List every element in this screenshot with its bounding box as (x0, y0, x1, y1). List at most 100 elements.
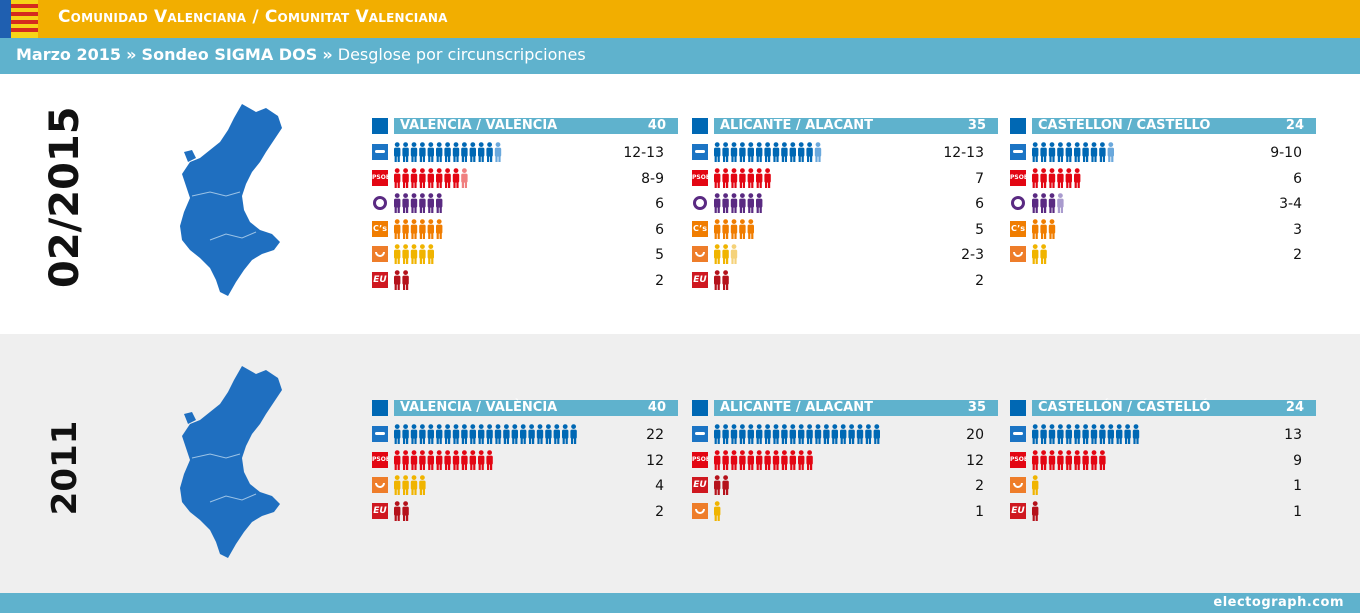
seat-icon (798, 424, 805, 444)
seat-icon (781, 449, 788, 470)
district-name: CASTELLÓN / CASTELLÓ (1038, 400, 1211, 415)
seat-count: 1 (975, 503, 984, 520)
district-panel: VALENCIA / VALÈNCIA 40 12-13 PSOE 8-9 6 C’s 6 5 E… (372, 118, 678, 293)
seat-icon (756, 449, 763, 470)
party-row-pp: 12-13 (372, 140, 678, 166)
seat-icon (536, 424, 544, 444)
seat-icon (798, 449, 805, 470)
seat-count: 7 (975, 170, 984, 187)
seat-icon (756, 167, 763, 188)
seat-icon (823, 424, 830, 444)
seat-icons (714, 449, 813, 470)
seat-icon (1124, 424, 1131, 444)
party-row-psoe: PSOE 6 (1010, 166, 1316, 192)
seat-icon (469, 424, 476, 444)
seat-icon (410, 449, 418, 470)
district-panel: CASTELLÓN / CASTELLÓ 24 9-10 PSOE 6 3-4 C’s 3 2 (1010, 118, 1316, 268)
district-title-bar: CASTELLÓN / CASTELLÓ 24 (1032, 400, 1316, 416)
compromis-logo-icon (1010, 477, 1026, 493)
seat-icon (461, 449, 468, 470)
pp-logo-icon (692, 426, 708, 442)
party-row-compromis: 4 (372, 473, 678, 499)
seat-icon (1040, 218, 1047, 239)
seat-icon (461, 142, 468, 162)
seat-icon (714, 142, 721, 162)
seat-icon (789, 142, 796, 162)
seat-icon (570, 424, 577, 444)
seat-icon (1032, 449, 1039, 470)
seat-icon (419, 142, 426, 162)
seat-icon (1065, 424, 1072, 444)
seat-icon (436, 218, 443, 239)
region-map-icon (180, 104, 282, 296)
seat-icon (772, 449, 780, 470)
party-row-psoe: PSOE 8-9 (372, 166, 678, 192)
seat-icon (1057, 424, 1064, 444)
seat-icon (756, 142, 763, 162)
compromis-logo-icon (692, 246, 708, 262)
party-row-eu: EU 2 (692, 473, 998, 499)
seat-icon (402, 424, 409, 444)
seat-icon (410, 218, 418, 239)
seat-icon (1065, 167, 1072, 188)
seat-icon (503, 424, 510, 444)
seat-icon (427, 193, 434, 213)
seat-icon (848, 424, 855, 444)
seat-icon (722, 244, 729, 264)
pp-logo-icon (372, 144, 388, 160)
seat-count: 6 (975, 196, 984, 212)
seat-icon (1090, 424, 1098, 444)
compromis-logo-icon (372, 246, 388, 262)
seat-icon (1032, 218, 1039, 239)
seat-icon (1074, 167, 1081, 188)
party-row-cs: C’s 3 (1010, 217, 1316, 243)
seat-icon (444, 449, 451, 470)
seat-icon (714, 218, 721, 239)
district-name: ALICANTE / ALACANT (720, 400, 873, 415)
ciudadanos-logo-icon: C’s (1010, 220, 1026, 237)
seat-icon (1074, 424, 1081, 444)
seat-icon (865, 424, 872, 444)
seat-icon (436, 167, 443, 188)
seat-icon (1040, 424, 1047, 444)
seat-count: 2 (655, 503, 664, 520)
seat-icon (789, 449, 796, 470)
seat-icon (478, 142, 485, 162)
seat-icon (1032, 193, 1039, 213)
district-seats: 35 (967, 118, 986, 133)
ciudadanos-logo-icon: C’s (372, 220, 388, 237)
party-row-psoe: PSOE 7 (692, 166, 998, 192)
party-row-psoe: PSOE 9 (1010, 448, 1316, 474)
seat-count: 2 (655, 272, 664, 289)
seat-count: 5 (975, 221, 984, 238)
party-row-psoe: PSOE 12 (372, 448, 678, 474)
seat-icon (394, 475, 401, 495)
seat-icon (1048, 193, 1056, 213)
seat-icon (856, 424, 864, 444)
seat-icon (486, 424, 493, 444)
party-row-eu: EU 2 (692, 268, 998, 294)
seat-icon (419, 424, 426, 444)
seat-icon (722, 167, 729, 188)
district-panel: CASTELLÓN / CASTELLÓ 24 13 PSOE 9 1 EU 1 (1010, 400, 1316, 524)
seat-icons (1032, 500, 1039, 521)
seat-icon (419, 218, 426, 239)
seat-icon (781, 424, 788, 444)
seat-icon (427, 167, 434, 188)
seat-icon (528, 424, 535, 444)
district-header: CASTELLÓN / CASTELLÓ 24 (1010, 118, 1316, 134)
seat-icon (764, 142, 771, 162)
seat-icon (1048, 449, 1056, 470)
seat-icon (747, 424, 754, 444)
seat-icon (1048, 424, 1056, 444)
seat-icons (714, 218, 754, 239)
square-marker-icon (372, 118, 388, 134)
seat-icon (394, 500, 401, 521)
seat-icon (714, 475, 721, 495)
seat-icon (730, 244, 738, 264)
seat-icon (402, 269, 409, 290)
party-row-podemos: 3-4 (1010, 191, 1316, 217)
seat-icons (1032, 475, 1039, 495)
seat-icon (1057, 449, 1064, 470)
